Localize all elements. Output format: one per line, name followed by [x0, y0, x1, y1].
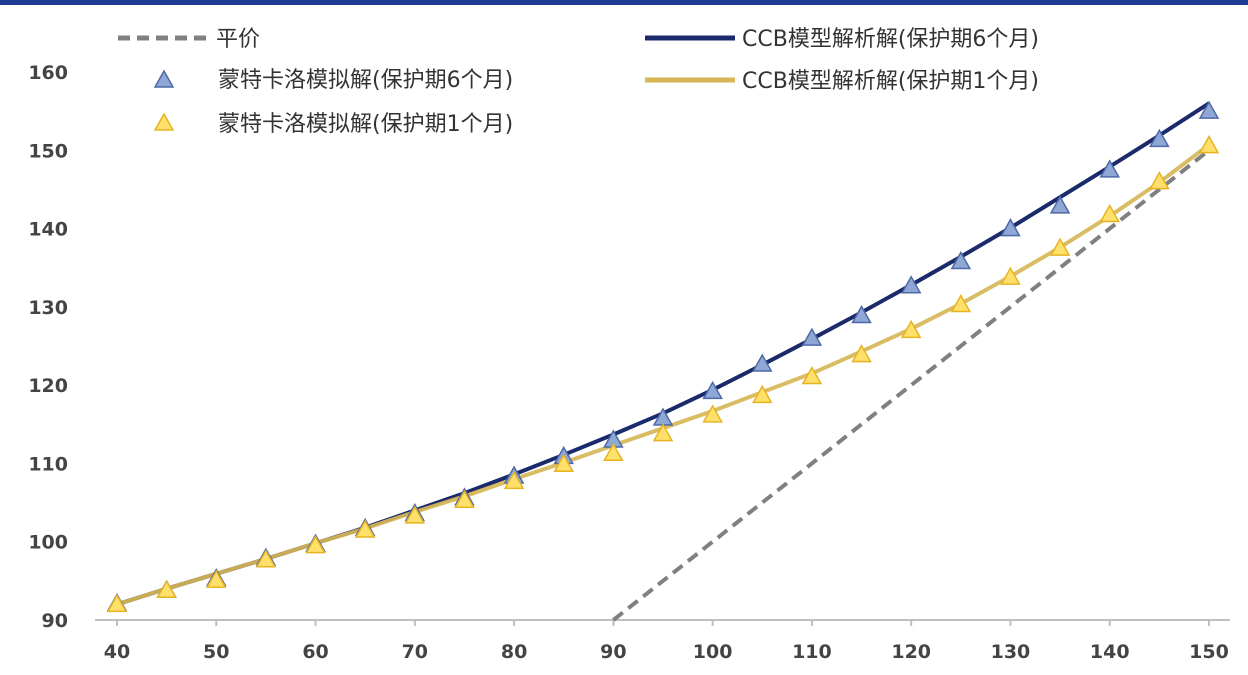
marker-mc6: [1198, 100, 1220, 119]
x-tick-label: 120: [891, 641, 931, 663]
x-tick-label: 50: [203, 641, 229, 663]
y-axis-ticks: 90 100 110 120 130 140 150 160: [28, 62, 68, 632]
series-line-ccb6: [116, 101, 1211, 607]
legend-item-parity: 平价: [118, 27, 260, 52]
marker-mc1: [851, 344, 872, 363]
y-tick-label: 110: [28, 453, 68, 475]
legend-swatch-mc1: [153, 112, 175, 131]
top-color-bar: [0, 0, 1248, 5]
marker-mc1: [1000, 266, 1021, 285]
marker-mc1: [255, 549, 277, 568]
marker-mc6: [1000, 218, 1021, 237]
marker-mc1: [404, 505, 426, 524]
x-tick-label: 140: [1090, 641, 1130, 663]
marker-mc1: [1149, 171, 1170, 190]
marker-mc1: [305, 535, 326, 554]
x-tick-label: 130: [991, 641, 1031, 663]
legend-label-ccb1: CCB模型解析解(保护期1个月): [742, 69, 1039, 94]
legend-label-mc6: 蒙特卡洛模拟解(保护期6个月): [218, 68, 513, 93]
y-tick-label: 120: [28, 375, 68, 397]
marker-mc6: [950, 250, 972, 270]
series-line-parity: [612, 148, 1211, 622]
y-tick-label: 160: [28, 62, 68, 84]
legend-item-mc6: 蒙特卡洛模拟解(保护期6个月): [153, 68, 513, 93]
legend: 平价 蒙特卡洛模拟解(保护期6个月) 蒙特卡洛模拟解(保护期1个月) CCB模型…: [118, 27, 1039, 137]
y-tick-label: 90: [42, 610, 68, 632]
marker-mc6: [851, 304, 872, 324]
series-line-ccb1: [116, 143, 1211, 607]
marker-mc1: [205, 569, 227, 588]
x-tick-label: 90: [600, 641, 626, 663]
legend-item-mc1: 蒙特卡洛模拟解(保护期1个月): [153, 112, 513, 137]
y-tick-label: 150: [28, 140, 68, 162]
marker-mc1: [354, 519, 376, 538]
marker-mc1: [1099, 203, 1121, 223]
marker-mc1: [801, 366, 823, 385]
marker-mc1: [702, 404, 723, 423]
marker-mc1: [1198, 135, 1220, 154]
legend-item-ccb6: CCB模型解析解(保护期6个月): [645, 27, 1039, 52]
legend-swatch-mc6: [153, 69, 175, 88]
series-markers: [106, 100, 1220, 613]
y-tick-label: 100: [28, 532, 68, 554]
marker-mc6: [1049, 195, 1071, 214]
legend-label-parity: 平价: [216, 27, 260, 52]
marker-mc6: [702, 380, 723, 400]
marker-mc6: [1099, 159, 1121, 178]
marker-mc1: [900, 319, 922, 339]
legend-label-ccb6: CCB模型解析解(保护期6个月): [742, 27, 1039, 52]
x-tick-label: 100: [693, 641, 733, 663]
x-axis-ticks: 40 50 60 70 80 90 100 110 120 130 140 150: [104, 620, 1229, 663]
x-tick-label: 110: [792, 641, 832, 663]
marker-mc1: [454, 489, 475, 508]
x-tick-label: 150: [1189, 641, 1229, 663]
y-tick-label: 140: [28, 219, 68, 241]
legend-item-ccb1: CCB模型解析解(保护期1个月): [645, 69, 1039, 94]
marker-mc1: [652, 423, 674, 442]
marker-mc1: [156, 579, 177, 599]
x-tick-label: 40: [104, 641, 130, 663]
x-tick-label: 80: [501, 641, 527, 663]
x-tick-label: 60: [302, 641, 328, 663]
series-lines: [116, 101, 1211, 622]
x-tick-label: 70: [402, 641, 428, 663]
marker-mc1: [950, 293, 972, 313]
marker-mc1: [503, 470, 525, 490]
marker-mc1: [751, 384, 773, 404]
marker-mc6: [900, 275, 922, 294]
legend-label-mc1: 蒙特卡洛模拟解(保护期1个月): [218, 112, 513, 137]
marker-mc6: [801, 327, 823, 346]
marker-mc1: [553, 453, 575, 472]
marker-mc6: [751, 353, 773, 372]
marker-mc1: [106, 593, 128, 613]
marker-mc1: [603, 442, 624, 462]
marker-mc1: [1049, 237, 1071, 256]
marker-mc6: [1149, 128, 1170, 148]
y-tick-label: 130: [28, 297, 68, 319]
